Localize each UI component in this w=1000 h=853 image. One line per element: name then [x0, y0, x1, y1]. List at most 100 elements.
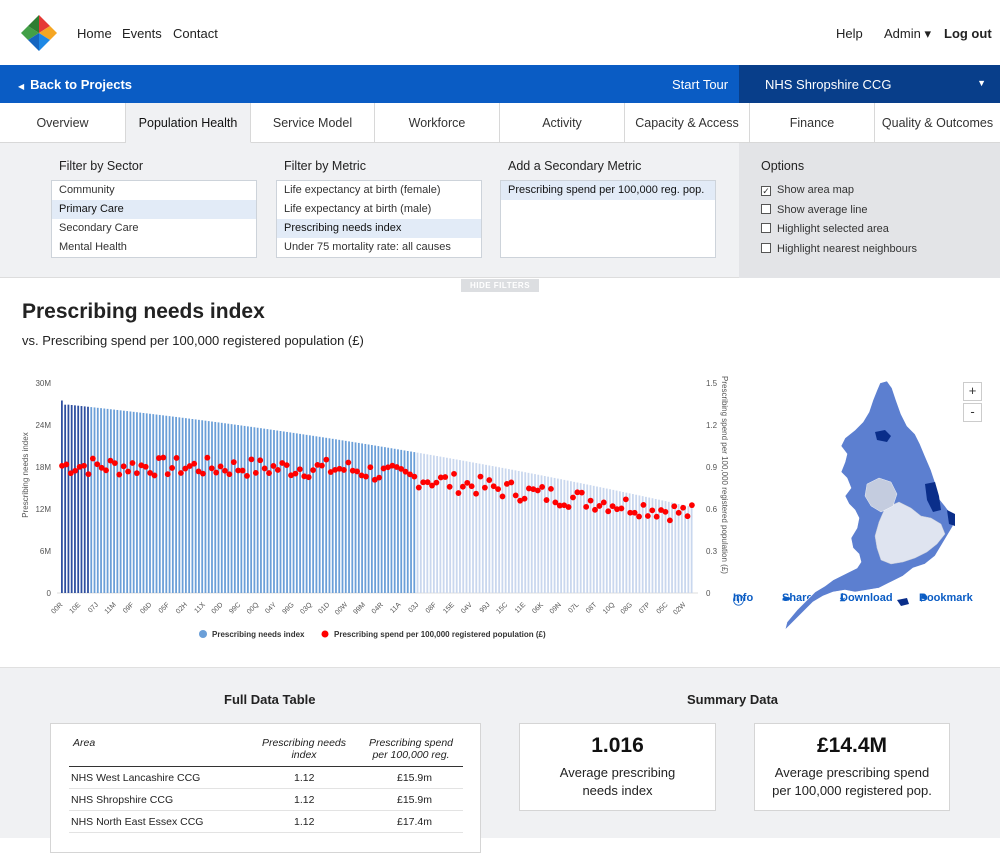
scatter-point[interactable]: [332, 466, 338, 473]
bar[interactable]: [374, 445, 377, 593]
bar[interactable]: [504, 468, 507, 594]
bar[interactable]: [674, 503, 677, 593]
option-highlight-neighbours[interactable]: Highlight nearest neighbours: [761, 243, 917, 255]
bar[interactable]: [380, 446, 383, 593]
bar[interactable]: [432, 455, 435, 593]
bar[interactable]: [455, 459, 458, 593]
scatter-point[interactable]: [169, 465, 176, 471]
bar[interactable]: [556, 478, 559, 593]
bar[interactable]: [560, 479, 563, 593]
bar[interactable]: [400, 449, 403, 593]
bar[interactable]: [273, 430, 275, 593]
bar[interactable]: [286, 431, 288, 593]
bar[interactable]: [357, 442, 360, 593]
scatter-point[interactable]: [226, 471, 233, 478]
bar[interactable]: [198, 419, 200, 593]
scatter-point[interactable]: [614, 506, 620, 513]
bar[interactable]: [227, 423, 230, 593]
scatter-point[interactable]: [653, 513, 660, 520]
scatter-point[interactable]: [455, 490, 462, 496]
bar[interactable]: [61, 400, 63, 594]
bar[interactable]: [537, 474, 540, 593]
ccg-selector[interactable]: NHS Shropshire CCG ▼: [739, 65, 1000, 103]
scatter-point[interactable]: [208, 465, 215, 472]
column-header-spend[interactable]: Prescribing spend per 100,000 reg.: [368, 737, 454, 761]
bar[interactable]: [680, 504, 683, 593]
scatter-point[interactable]: [213, 469, 220, 476]
map-region-highlighted-norfolk[interactable]: [947, 510, 955, 526]
bar[interactable]: [390, 448, 393, 593]
scatter-point[interactable]: [59, 462, 65, 469]
bar[interactable]: [609, 489, 611, 593]
scatter-point[interactable]: [662, 508, 669, 515]
scatter-point[interactable]: [499, 493, 506, 500]
bar[interactable]: [654, 498, 657, 593]
bar[interactable]: [87, 406, 89, 593]
bar[interactable]: [651, 498, 654, 593]
scatter-point[interactable]: [336, 465, 343, 472]
bar[interactable]: [442, 457, 445, 593]
scatter-point[interactable]: [239, 467, 246, 474]
bar[interactable]: [491, 466, 494, 593]
bar[interactable]: [158, 414, 161, 593]
scatter-point[interactable]: [222, 467, 228, 474]
bar[interactable]: [589, 485, 592, 593]
scatter-point[interactable]: [689, 502, 695, 509]
bar[interactable]: [246, 426, 249, 593]
bar[interactable]: [658, 499, 660, 593]
bar[interactable]: [122, 410, 125, 593]
bar[interactable]: [113, 409, 115, 593]
column-header-area[interactable]: Area: [73, 737, 96, 749]
scatter-point[interactable]: [283, 462, 290, 468]
bar[interactable]: [638, 495, 641, 593]
bar[interactable]: [586, 484, 589, 593]
scatter-point[interactable]: [195, 468, 202, 475]
scatter-point[interactable]: [622, 496, 629, 503]
scatter-point[interactable]: [385, 464, 391, 471]
scatter-point[interactable]: [486, 477, 493, 483]
scatter-point[interactable]: [565, 504, 572, 510]
bar[interactable]: [468, 461, 471, 593]
scatter-point[interactable]: [67, 470, 74, 477]
tab-population-health[interactable]: Population Health: [126, 103, 251, 143]
checkbox-icon[interactable]: [761, 223, 771, 233]
bar[interactable]: [485, 464, 487, 593]
scatter-point[interactable]: [526, 485, 532, 492]
scatter-point[interactable]: [147, 470, 154, 476]
scatter-point[interactable]: [103, 467, 109, 474]
scatter-point[interactable]: [596, 503, 603, 509]
bar[interactable]: [547, 476, 549, 593]
admin-menu[interactable]: Admin ▾: [884, 26, 931, 41]
scatter-point[interactable]: [81, 462, 87, 469]
bar[interactable]: [214, 421, 217, 593]
bar[interactable]: [149, 413, 151, 593]
bar[interactable]: [220, 422, 223, 593]
map-zoom-out-button[interactable]: -: [963, 403, 982, 422]
table-row[interactable]: NHS Shropshire CCG 1.12 £15.9m: [69, 789, 463, 811]
bar[interactable]: [279, 431, 282, 593]
scatter-point[interactable]: [235, 467, 242, 474]
scatter-point[interactable]: [296, 466, 303, 473]
scatter-point[interactable]: [376, 474, 383, 481]
scatter-point[interactable]: [200, 470, 206, 477]
scatter-point[interactable]: [301, 473, 308, 480]
bar[interactable]: [413, 452, 416, 593]
scatter-point[interactable]: [371, 476, 378, 483]
scatter-point[interactable]: [363, 473, 369, 480]
scatter-point[interactable]: [182, 465, 189, 472]
tab-capacity-access[interactable]: Capacity & Access: [625, 103, 750, 143]
scatter-point[interactable]: [636, 513, 642, 520]
scatter-point[interactable]: [684, 513, 691, 520]
bar[interactable]: [211, 421, 213, 593]
scatter-point[interactable]: [548, 485, 554, 492]
table-row[interactable]: NHS North East Essex CCG 1.12 £17.4m: [69, 811, 463, 833]
bar[interactable]: [256, 427, 259, 593]
bar[interactable]: [204, 420, 207, 593]
scatter-point[interactable]: [609, 503, 616, 510]
bar[interactable]: [618, 491, 621, 593]
bar[interactable]: [517, 470, 520, 593]
area-map[interactable]: [775, 378, 955, 640]
bar[interactable]: [406, 450, 409, 593]
scatter-point[interactable]: [446, 483, 453, 490]
bar[interactable]: [93, 407, 96, 593]
